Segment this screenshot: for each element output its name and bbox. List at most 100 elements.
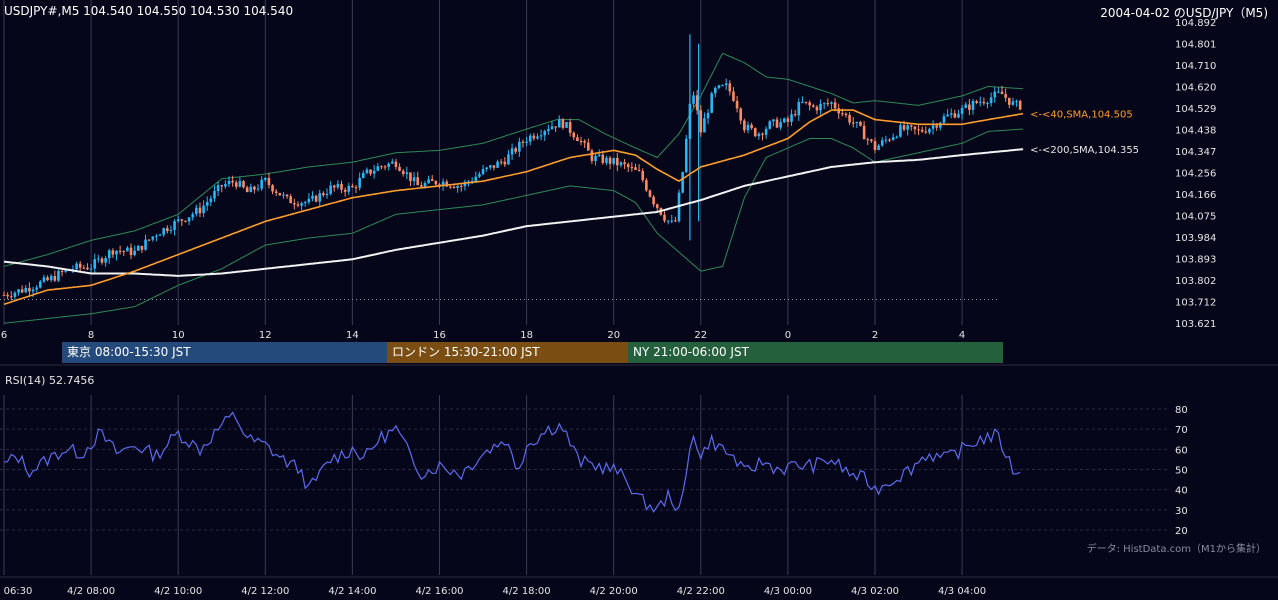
candle-body bbox=[169, 230, 173, 232]
candle-body bbox=[343, 189, 347, 192]
candle-body bbox=[325, 193, 329, 196]
candle-body bbox=[895, 136, 899, 138]
candle-body bbox=[764, 128, 768, 135]
candle-body bbox=[267, 178, 271, 186]
candle-body bbox=[768, 121, 772, 129]
candle-body bbox=[383, 166, 387, 168]
candle-body bbox=[997, 91, 1000, 93]
candle-body bbox=[278, 192, 282, 196]
candle-body bbox=[394, 161, 398, 167]
datetime-tick-label: 4/2 20:00 bbox=[590, 586, 638, 597]
candle-body bbox=[401, 170, 405, 174]
sma200-line bbox=[3, 148, 1024, 277]
candle-body bbox=[928, 128, 931, 133]
candle-body bbox=[405, 172, 409, 174]
candle-body bbox=[641, 170, 645, 181]
candle-body bbox=[728, 83, 732, 92]
candle-body bbox=[60, 271, 64, 273]
candle-body bbox=[336, 183, 340, 188]
candle-body bbox=[521, 141, 525, 143]
candle-body bbox=[590, 150, 594, 161]
session-ny: NY 21:00-06:00 JST bbox=[628, 342, 1003, 363]
candle-body bbox=[1018, 100, 1022, 110]
rsi-tick-label: 80 bbox=[1175, 405, 1188, 416]
candle-body bbox=[1015, 100, 1018, 102]
candle-body bbox=[293, 203, 296, 205]
candle-body bbox=[354, 187, 358, 189]
candle-body bbox=[420, 185, 423, 187]
candle-body bbox=[75, 263, 78, 270]
candle-body bbox=[917, 129, 920, 131]
sma40-line bbox=[3, 109, 1024, 306]
candle-body bbox=[822, 103, 826, 105]
candle-body bbox=[202, 205, 205, 214]
rsi-tick-label: 70 bbox=[1175, 425, 1188, 436]
candle-body bbox=[49, 276, 53, 281]
candle-body bbox=[53, 276, 57, 281]
candle-body bbox=[804, 101, 808, 103]
candle-body bbox=[89, 268, 93, 270]
candle-body bbox=[539, 135, 543, 137]
candle-body bbox=[463, 181, 467, 187]
hour-tick-label: 16 bbox=[433, 330, 446, 341]
candle-body bbox=[492, 165, 496, 168]
rsi-panel: 80 70 60 50 40 30 20 bbox=[0, 405, 1188, 537]
hour-tick-label: 2 bbox=[872, 330, 878, 341]
candle-body bbox=[525, 141, 528, 143]
candle-body bbox=[213, 191, 216, 199]
candle-body bbox=[681, 172, 684, 193]
sma40-value-label: <-<40,SMA,104.505 bbox=[1030, 110, 1133, 121]
hour-tick-label: 8 bbox=[88, 330, 94, 341]
price-tick-label: 104.166 bbox=[1175, 190, 1216, 201]
price-tick-label: 103.893 bbox=[1175, 255, 1216, 266]
candle-body bbox=[568, 122, 572, 133]
candle-body bbox=[111, 250, 115, 255]
axes: 6 06:30 8 4/2 08:00 10 4/2 10:00 12 4/2 12:00 14… bbox=[1, 18, 1217, 597]
candle-body bbox=[416, 177, 420, 186]
candle-body bbox=[674, 220, 677, 222]
candle-body bbox=[532, 135, 536, 139]
candle-body bbox=[579, 140, 583, 142]
candle-body bbox=[1011, 101, 1015, 105]
candle-body bbox=[652, 196, 655, 205]
candle-body bbox=[340, 183, 343, 190]
candle-body bbox=[844, 113, 848, 115]
candle-body bbox=[307, 198, 311, 203]
session-ny-label: NY 21:00-06:00 JST bbox=[633, 345, 749, 359]
candle-body bbox=[619, 162, 623, 166]
candle-body bbox=[779, 122, 782, 128]
candle-body bbox=[227, 180, 231, 185]
candle-body bbox=[489, 165, 492, 168]
bollinger-upper-line bbox=[3, 52, 1024, 267]
candle-body bbox=[459, 185, 463, 187]
candle-body bbox=[594, 155, 597, 161]
candle-body bbox=[31, 289, 35, 292]
candle-body bbox=[877, 145, 880, 150]
candle-body bbox=[753, 128, 757, 137]
rsi-tick-label: 40 bbox=[1175, 486, 1188, 497]
candle-body bbox=[586, 142, 590, 151]
candle-body bbox=[6, 294, 9, 297]
candle-body bbox=[518, 141, 521, 152]
candle-body bbox=[888, 139, 891, 141]
datetime-tick-label: 06:30 bbox=[4, 586, 33, 597]
session-london-label: ロンドン 15:30-21:00 JST bbox=[392, 345, 540, 359]
candle-body bbox=[772, 119, 775, 122]
candle-body bbox=[706, 112, 710, 119]
candle-body bbox=[456, 185, 459, 188]
candle-body bbox=[637, 169, 641, 171]
candle-body bbox=[993, 91, 997, 98]
candle-body bbox=[224, 184, 227, 187]
price-tick-label: 103.984 bbox=[1175, 233, 1216, 244]
candle-body bbox=[376, 166, 380, 171]
candle-body bbox=[13, 292, 17, 297]
candle-body bbox=[815, 106, 819, 111]
candle-body bbox=[57, 271, 60, 281]
candle-body bbox=[536, 136, 539, 139]
rsi-title: RSI(14) 52.7456 bbox=[5, 374, 95, 387]
candle-body bbox=[543, 131, 547, 136]
candle-body bbox=[851, 122, 855, 124]
candle-body bbox=[746, 124, 750, 131]
hour-tick-label: 0 bbox=[785, 330, 791, 341]
candle-body bbox=[826, 103, 830, 105]
